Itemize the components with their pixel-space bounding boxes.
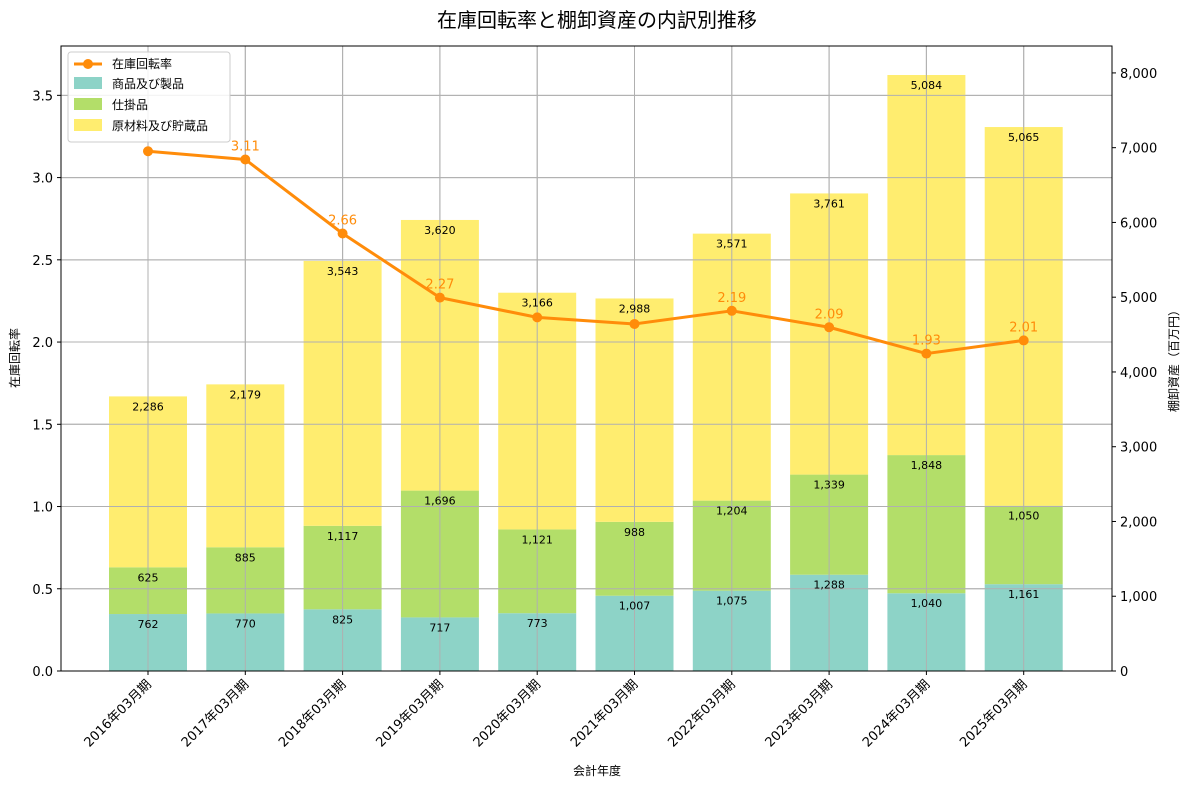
x-tick-label: 2019年03月期 — [373, 677, 446, 750]
turnover-point — [824, 322, 835, 333]
right-tick-label: 4,000 — [1120, 366, 1157, 381]
bar-labels-group: 762 625 2,286 770 885 2,179 825 1,117 3,543 717 1,… — [132, 79, 1039, 634]
x-axis-title: 会計年度 — [573, 763, 621, 778]
turnover-value-label: 2.66 — [328, 214, 357, 229]
turnover-point — [726, 305, 737, 316]
left-tick-label: 2.5 — [32, 254, 53, 269]
right-tick-label: 5,000 — [1120, 291, 1157, 306]
bar-value-label: 3,543 — [327, 265, 359, 278]
bar-value-label: 1,121 — [521, 533, 553, 546]
bar-value-label: 1,339 — [813, 479, 845, 492]
bar-value-label: 3,571 — [716, 238, 748, 251]
bar-value-label: 1,161 — [1008, 588, 1040, 601]
left-y-axis: 0.0 0.5 1.0 1.5 2.0 2.5 3.0 3.5 — [32, 89, 61, 680]
bar-value-label: 3,761 — [813, 197, 845, 210]
bar-value-label: 825 — [332, 613, 353, 626]
turnover-point — [629, 318, 640, 329]
turnover-point — [434, 292, 445, 303]
legend-line-marker — [83, 59, 93, 69]
legend-swatch — [74, 98, 102, 110]
left-tick-label: 0.5 — [32, 583, 53, 598]
right-tick-label: 2,000 — [1120, 515, 1157, 530]
bar-value-label: 1,848 — [911, 459, 943, 472]
legend-box — [67, 51, 231, 143]
bar-value-label: 5,065 — [1008, 131, 1040, 144]
turnover-line — [147, 149, 1024, 356]
left-axis-title: 在庫回転率 — [7, 328, 22, 388]
x-tick-label: 2024年03月期 — [860, 677, 933, 750]
x-axis: 2016年03月期 2017年03月期 2018年03月期 2019年03月期 2020… — [82, 671, 1031, 751]
bar-value-label: 625 — [138, 571, 159, 584]
bar-value-label: 2,988 — [619, 302, 651, 315]
bar-value-label: 773 — [527, 617, 548, 630]
turnover-point — [1018, 335, 1029, 346]
bar-value-label: 988 — [624, 526, 645, 539]
x-tick-label: 2017年03月期 — [179, 677, 252, 750]
turnover-point — [337, 228, 348, 239]
bar-value-label: 885 — [235, 551, 256, 564]
bar-value-label: 1,040 — [911, 597, 943, 610]
legend-label: 商品及び製品 — [112, 76, 184, 91]
legend-label: 在庫回転率 — [112, 56, 172, 71]
legend-label: 仕掛品 — [112, 97, 148, 112]
right-axis-title: 棚卸資産（百万円） — [1166, 304, 1181, 412]
chart-title: 在庫回転率と棚卸資産の内訳別推移 — [437, 8, 757, 32]
bar-value-label: 770 — [235, 617, 256, 630]
x-tick-label: 2018年03月期 — [276, 677, 349, 750]
left-tick-label: 3.5 — [32, 89, 53, 104]
bar-value-label: 1,696 — [424, 495, 456, 508]
turnover-line-group: 3.11 2.66 2.27 2.19 2.09 1.93 2.01 — [143, 139, 1038, 359]
right-tick-label: 1,000 — [1120, 590, 1157, 605]
turnover-value-label: 2.09 — [815, 307, 844, 322]
legend-swatch — [74, 77, 102, 89]
turnover-point — [143, 146, 153, 157]
right-tick-label: 8,000 — [1120, 67, 1157, 82]
turnover-value-label: 3.11 — [231, 139, 260, 154]
bars-group — [61, 46, 1112, 672]
turnover-point — [240, 154, 251, 165]
x-tick-label: 2025年03月期 — [957, 677, 1030, 750]
bar-value-label: 717 — [429, 621, 450, 634]
bar-value-label: 2,179 — [230, 388, 262, 401]
bar-value-label: 1,075 — [716, 595, 748, 608]
bar-value-label: 3,166 — [521, 297, 553, 310]
x-tick-label: 2022年03月期 — [665, 677, 738, 750]
bar-value-label: 2,286 — [132, 400, 164, 413]
bar-value-label: 1,288 — [813, 579, 845, 592]
turnover-value-label: 1.93 — [912, 334, 941, 349]
bar-value-label: 1,117 — [327, 530, 359, 543]
turnover-point — [921, 348, 932, 359]
right-tick-label: 3,000 — [1120, 441, 1157, 456]
right-tick-label: 6,000 — [1120, 216, 1157, 231]
legend-label: 原材料及び貯蔵品 — [112, 119, 208, 133]
turnover-value-label: 2.01 — [1009, 320, 1038, 335]
plot-frame — [60, 45, 1113, 672]
turnover-value-label: 2.19 — [717, 291, 746, 306]
right-y-axis: 0 1,000 2,000 3,000 4,000 5,000 6,000 7,000 8,00… — [1112, 67, 1157, 680]
legend-swatch — [74, 119, 102, 131]
x-tick-label: 2020年03月期 — [471, 677, 544, 750]
x-tick-label: 2021年03月期 — [568, 677, 641, 750]
left-tick-label: 0.0 — [32, 665, 53, 680]
left-tick-label: 1.0 — [32, 501, 53, 516]
left-tick-label: 3.0 — [32, 172, 53, 187]
bar-value-label: 3,620 — [424, 224, 456, 237]
bar-value-label: 5,084 — [911, 79, 943, 92]
left-tick-label: 2.0 — [32, 336, 53, 351]
turnover-value-label: 2.27 — [425, 278, 454, 293]
bar-value-label: 1,050 — [1008, 510, 1040, 523]
x-tick-label: 2016年03月期 — [82, 677, 155, 750]
bar-value-label: 762 — [138, 618, 159, 631]
right-tick-label: 0 — [1120, 665, 1128, 680]
left-tick-label: 1.5 — [32, 418, 53, 433]
bar-value-label: 1,007 — [619, 600, 651, 613]
right-tick-label: 7,000 — [1120, 142, 1157, 157]
bar-value-label: 1,204 — [716, 505, 748, 518]
turnover-point — [532, 312, 543, 323]
x-tick-label: 2023年03月期 — [763, 677, 836, 750]
